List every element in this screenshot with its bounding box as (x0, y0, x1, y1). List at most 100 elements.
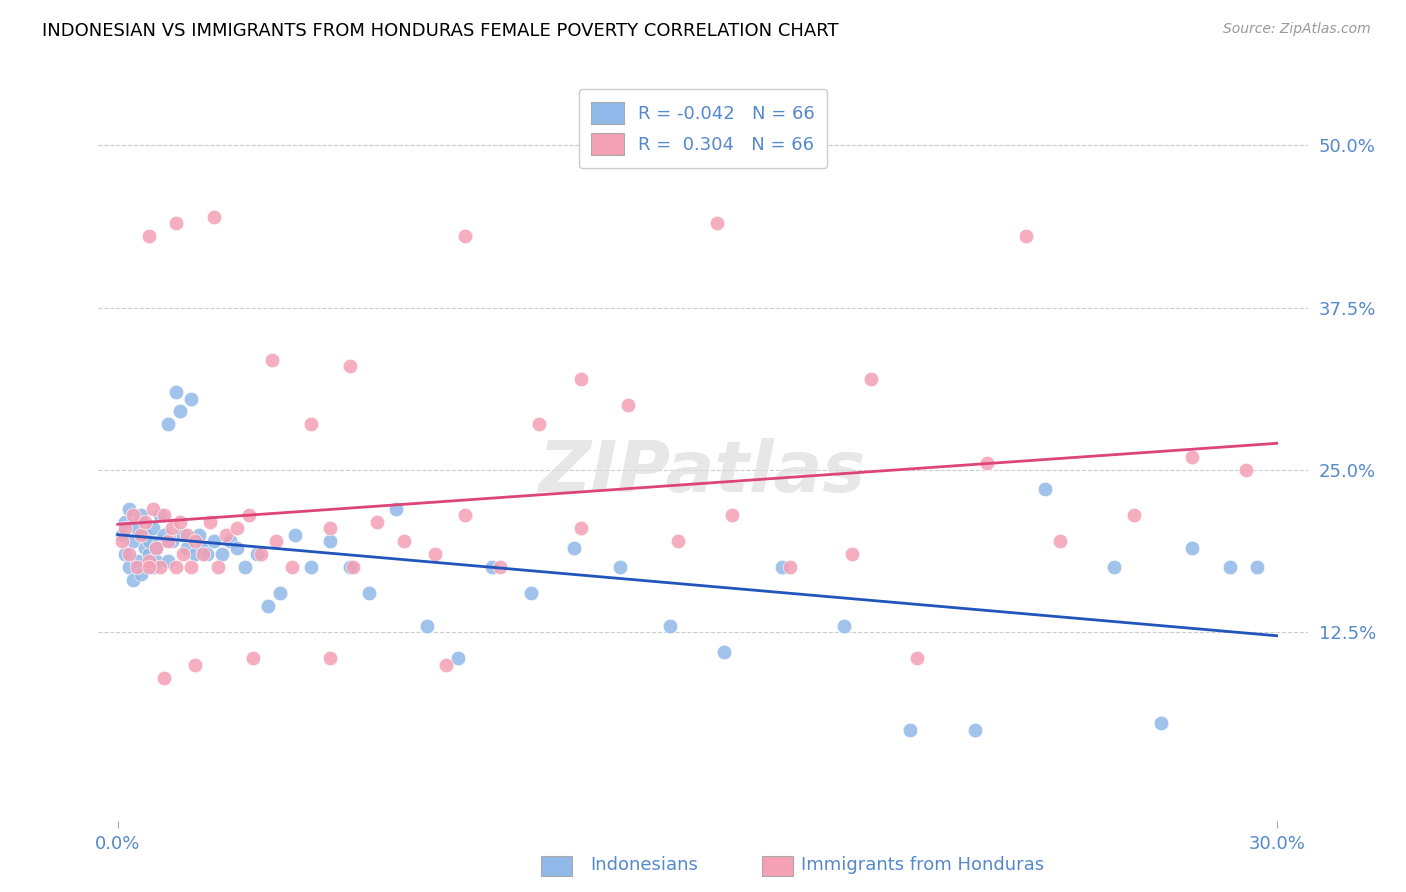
Point (770, 560, 793, 574)
Point (172, 547, 194, 561)
Point (149, 534, 172, 549)
Point (284, 528, 307, 542)
Point (145, 554, 167, 568)
Point (145, 541, 167, 555)
Legend: R = -0.042   N = 66, R =  0.304   N = 66: R = -0.042 N = 66, R = 0.304 N = 66 (578, 89, 828, 168)
Point (125, 560, 148, 574)
Point (165, 560, 187, 574)
Point (898, 723, 921, 737)
Point (1150, 716, 1173, 731)
Point (262, 352, 284, 367)
Point (249, 547, 271, 561)
Point (138, 554, 160, 568)
Point (200, 515, 222, 529)
Point (134, 541, 156, 555)
Point (447, 651, 470, 665)
Point (841, 547, 863, 561)
Point (153, 671, 176, 685)
Point (141, 560, 163, 574)
Point (145, 541, 167, 555)
Point (238, 508, 260, 523)
Point (976, 457, 998, 471)
Point (153, 528, 176, 542)
Point (481, 560, 503, 574)
Point (832, 619, 855, 633)
Point (180, 560, 202, 574)
Point (184, 657, 207, 672)
Point (1234, 463, 1257, 477)
Point (169, 404, 191, 418)
Point (149, 560, 172, 574)
Point (176, 528, 198, 542)
Point (114, 515, 136, 529)
Point (176, 541, 198, 555)
Point (299, 560, 322, 574)
Point (666, 534, 689, 549)
Point (160, 521, 183, 535)
Point (122, 508, 145, 523)
Point (118, 547, 141, 561)
Point (385, 502, 408, 516)
Point (122, 534, 145, 549)
Point (721, 508, 744, 523)
Point (153, 508, 176, 523)
Point (129, 566, 152, 581)
Point (202, 210, 225, 224)
Point (156, 534, 179, 549)
Point (264, 534, 287, 549)
Point (257, 599, 280, 614)
Point (129, 528, 152, 542)
Text: Indonesians: Indonesians (591, 856, 699, 874)
Point (366, 515, 388, 529)
Point (339, 359, 361, 373)
Point (215, 528, 238, 542)
Point (454, 229, 477, 244)
Point (138, 534, 160, 549)
Point (1181, 541, 1204, 555)
Text: INDONESIAN VS IMMIGRANTS FROM HONDURAS FEMALE POVERTY CORRELATION CHART: INDONESIAN VS IMMIGRANTS FROM HONDURAS F… (42, 22, 839, 40)
Point (339, 560, 361, 574)
Point (191, 541, 214, 555)
Point (114, 547, 136, 561)
Point (187, 528, 209, 542)
Point (165, 216, 187, 230)
Point (226, 521, 249, 535)
Point (118, 502, 141, 516)
Point (184, 547, 207, 561)
Point (1049, 534, 1071, 549)
Point (616, 398, 638, 412)
Point (165, 384, 187, 399)
Point (156, 554, 179, 568)
Point (125, 521, 148, 535)
Point (423, 547, 446, 561)
Point (118, 560, 141, 574)
Point (129, 508, 152, 523)
Point (207, 560, 229, 574)
Point (156, 417, 179, 432)
Point (191, 547, 214, 561)
Point (779, 560, 801, 574)
Point (1104, 560, 1126, 574)
Point (905, 651, 928, 665)
Point (125, 554, 148, 568)
Point (169, 515, 191, 529)
Point (569, 521, 592, 535)
Point (319, 651, 342, 665)
Point (246, 547, 269, 561)
Point (269, 586, 291, 600)
Point (319, 521, 342, 535)
Point (242, 651, 264, 665)
Point (202, 534, 225, 549)
Point (454, 508, 477, 523)
Point (138, 229, 160, 244)
Point (218, 534, 240, 549)
Point (357, 586, 380, 600)
Point (149, 508, 172, 523)
Point (319, 534, 342, 549)
Point (1219, 560, 1241, 574)
Text: ZIPatlas: ZIPatlas (540, 438, 866, 508)
Point (1246, 560, 1268, 574)
Text: Source: ZipAtlas.com: Source: ZipAtlas.com (1223, 22, 1371, 37)
Text: Immigrants from Honduras: Immigrants from Honduras (801, 856, 1045, 874)
Point (520, 586, 543, 600)
